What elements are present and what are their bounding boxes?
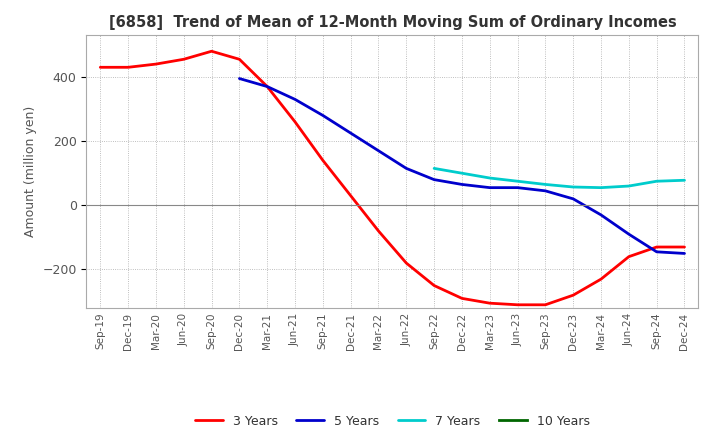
3 Years [207, 48, 216, 54]
3 Years [291, 119, 300, 125]
7 Years [569, 184, 577, 190]
3 Years [96, 65, 104, 70]
Line: 7 Years: 7 Years [434, 169, 685, 187]
5 Years [652, 249, 661, 254]
3 Years [152, 62, 161, 67]
3 Years [569, 293, 577, 298]
7 Years [680, 178, 689, 183]
3 Years [402, 260, 410, 266]
Line: 3 Years: 3 Years [100, 51, 685, 305]
7 Years [597, 185, 606, 190]
5 Years [374, 148, 383, 154]
7 Years [430, 166, 438, 171]
7 Years [541, 182, 550, 187]
Y-axis label: Amount (million yen): Amount (million yen) [24, 106, 37, 237]
3 Years [485, 301, 494, 306]
3 Years [680, 244, 689, 249]
5 Years [513, 185, 522, 190]
3 Years [235, 57, 243, 62]
Legend: 3 Years, 5 Years, 7 Years, 10 Years: 3 Years, 5 Years, 7 Years, 10 Years [190, 410, 595, 433]
7 Years [458, 171, 467, 176]
5 Years [346, 130, 355, 136]
3 Years [624, 254, 633, 259]
7 Years [652, 179, 661, 184]
3 Years [318, 158, 327, 163]
3 Years [374, 228, 383, 234]
3 Years [346, 193, 355, 198]
5 Years [318, 113, 327, 118]
3 Years [430, 283, 438, 288]
Title: [6858]  Trend of Mean of 12-Month Moving Sum of Ordinary Incomes: [6858] Trend of Mean of 12-Month Moving … [109, 15, 676, 30]
5 Years [680, 251, 689, 256]
3 Years [458, 296, 467, 301]
3 Years [597, 276, 606, 282]
5 Years [541, 188, 550, 194]
5 Years [485, 185, 494, 190]
Line: 5 Years: 5 Years [239, 78, 685, 253]
5 Years [291, 97, 300, 102]
3 Years [179, 57, 188, 62]
3 Years [513, 302, 522, 308]
3 Years [124, 65, 132, 70]
3 Years [263, 84, 271, 89]
5 Years [235, 76, 243, 81]
7 Years [513, 179, 522, 184]
5 Years [458, 182, 467, 187]
5 Years [263, 84, 271, 89]
5 Years [597, 212, 606, 217]
7 Years [485, 176, 494, 181]
3 Years [541, 302, 550, 308]
3 Years [652, 244, 661, 249]
5 Years [430, 177, 438, 182]
5 Years [569, 196, 577, 202]
7 Years [624, 183, 633, 189]
5 Years [624, 231, 633, 237]
5 Years [402, 166, 410, 171]
